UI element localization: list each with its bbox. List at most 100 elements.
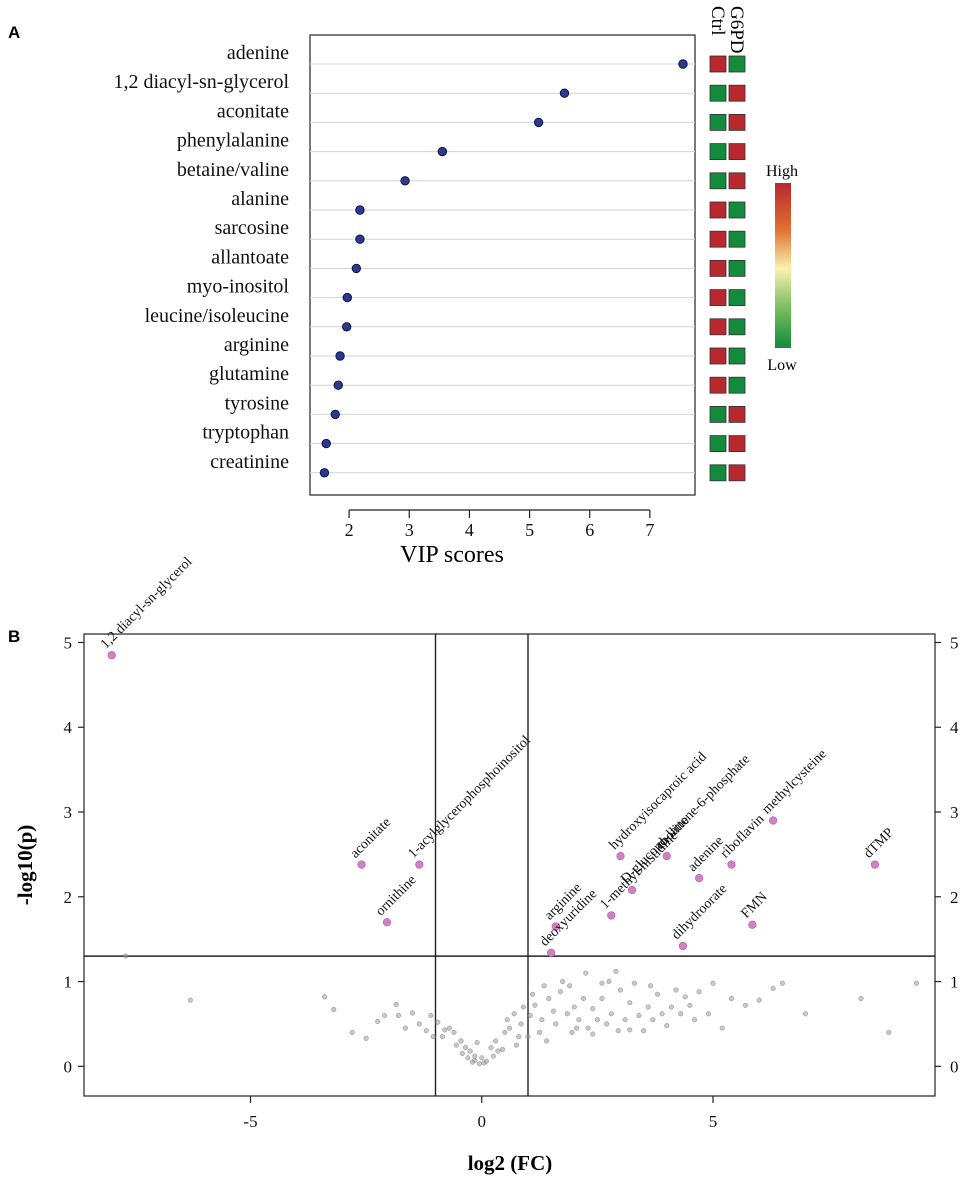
nonsignificant-point [631, 980, 637, 986]
nonsignificant-point [502, 1029, 508, 1035]
heatmap-cell-ctrl-leucine-isoleucine [709, 318, 727, 336]
nonsignificant-point [465, 1055, 471, 1061]
significant-point-methylcysteine [769, 816, 778, 825]
nonsignificant-point [393, 1001, 399, 1007]
nonsignificant-point [539, 1017, 545, 1023]
heatmap-cell-g6pd-myo-inositol [728, 289, 746, 307]
heatmap-cell-g6pd-phenylalanine [728, 143, 746, 161]
nonsignificant-point [574, 1025, 580, 1031]
nonsignificant-point [416, 1021, 422, 1027]
nonsignificant-point [710, 980, 716, 986]
nonsignificant-point [474, 1040, 480, 1046]
nonsignificant-point [439, 1034, 445, 1040]
metabolite-label-creatinine: creatinine [210, 451, 289, 473]
nonsignificant-point [402, 1025, 408, 1031]
nonsignificant-point [500, 1046, 506, 1052]
significant-label-riboflavin: riboflavin [718, 812, 768, 862]
nonsignificant-point [435, 1019, 441, 1025]
significant-point-adenine [695, 874, 704, 883]
heatmap-cell-ctrl-arginine [709, 347, 727, 365]
metabolite-label-arginine: arginine [224, 334, 289, 356]
nonsignificant-point [803, 1011, 809, 1017]
nonsignificant-point [476, 1061, 482, 1067]
heatmap-cell-ctrl-phenylalanine [709, 143, 727, 161]
metabolite-label-tryptophan: tryptophan [202, 422, 289, 444]
volcano-y-tick-label-right: 3 [950, 803, 959, 822]
nonsignificant-point [886, 1029, 892, 1035]
nonsignificant-point [430, 1034, 436, 1040]
nonsignificant-point [585, 1025, 591, 1031]
vip-dot-arginine [335, 351, 345, 361]
significant-label-1-acylglycerophosphoinositol: 1-acylglycerophosphoinositol [406, 733, 534, 861]
heatmap-cell-g6pd-betaine-valine [728, 172, 746, 190]
nonsignificant-point [590, 1006, 596, 1012]
volcano-x-tick-label: -5 [243, 1112, 257, 1131]
significant-label-dtmp: dTMP [861, 825, 897, 861]
nonsignificant-point [705, 1011, 711, 1017]
nonsignificant-point [483, 1058, 489, 1064]
vip-dot-glutamine [333, 380, 343, 390]
significant-point-1-2-diacyl-sn-glycerol [107, 651, 116, 660]
heatmap-cell-g6pd-alanine [728, 201, 746, 219]
nonsignificant-point [541, 983, 547, 989]
nonsignificant-point [532, 1002, 538, 1008]
vip-x-tick-label-2: 2 [345, 520, 354, 540]
vip-dot-myo-inositol [342, 292, 352, 303]
heatmap-cell-ctrl-alanine [709, 201, 727, 219]
significant-point-ornithine [382, 918, 392, 927]
nonsignificant-point [581, 996, 587, 1002]
heatmap-cell-g6pd-tyrosine [728, 405, 746, 423]
metabolite-label-leucine-isoleucine: leucine/isoleucine [145, 305, 290, 327]
heatmap-cell-g6pd-glutamine [728, 376, 746, 394]
volcano-y-tick-label-left: 2 [64, 888, 73, 907]
nonsignificant-point [504, 1017, 510, 1023]
volcano-x-axis-title: log2 (FC) [468, 1151, 553, 1175]
nonsignificant-point [618, 987, 624, 993]
nonsignificant-point [331, 1007, 337, 1013]
nonsignificant-point [655, 991, 661, 997]
significant-point-dtmp [870, 860, 879, 869]
heatmap-cell-ctrl-aconitate [709, 114, 727, 131]
nonsignificant-point [453, 1042, 459, 1048]
nonsignificant-point [363, 1035, 369, 1041]
volcano-y-tick-label-right: 0 [950, 1057, 959, 1076]
panel-a: A adenine 1,2 diacyl-sn-glycerol aconitate… [8, 6, 798, 568]
nonsignificant-point [530, 991, 536, 997]
vip-x-axis-title: VIP scores [400, 542, 504, 568]
vip-dot-aconitate [533, 117, 544, 128]
metabolite-label-adenine: adenine [227, 42, 289, 64]
nonsignificant-point [409, 1010, 415, 1016]
significant-point-hydroxyisocaproic-acid [616, 851, 625, 861]
volcano-y-tick-label-right: 2 [950, 888, 959, 907]
nonsignificant-point [544, 1038, 550, 1044]
significant-point-deoxyuridine [547, 948, 556, 957]
heatmap-header-ctrl: Ctrl [707, 6, 728, 36]
nonsignificant-point [349, 1029, 355, 1035]
metabolite-label-1-2-diacyl-sn-glycerol: 1,2 diacyl-sn-glycerol [114, 71, 290, 93]
nonsignificant-point [742, 1002, 748, 1008]
panel-a-label: A [8, 23, 20, 42]
nonsignificant-point [557, 989, 563, 995]
heatmap-cell-g6pd-allantoate [728, 259, 746, 277]
nonsignificant-point [645, 1004, 651, 1010]
volcano-x-tick-label: 0 [478, 1112, 487, 1131]
nonsignificant-point [641, 1028, 647, 1034]
metabolite-label-tyrosine: tyrosine [225, 392, 290, 414]
vip-dot-creatinine [319, 468, 330, 478]
nonsignificant-point [550, 1008, 556, 1014]
metabolite-label-glutamine: glutamine [209, 363, 289, 385]
vip-dot-alanine [355, 205, 365, 215]
heatmap-cell-g6pd-aconitate [728, 114, 746, 131]
nonsignificant-point [571, 1004, 577, 1010]
significant-label-methylcysteine: methylcysteine [759, 747, 830, 818]
significant-point-fmn [748, 920, 757, 929]
nonsignificant-point [567, 983, 573, 989]
panel-b: B 1,2 diacyl-sn-glycerol aconitate 1-acylg… [8, 554, 959, 1175]
volcano-y-tick-label-left: 0 [64, 1057, 73, 1076]
nonsignificant-point [673, 987, 679, 993]
nonsignificant-point [564, 1011, 570, 1017]
vip-dot-leucine-isoleucine [341, 322, 352, 332]
vip-dot-1-2-diacyl-sn-glycerol [559, 88, 570, 98]
nonsignificant-point [599, 996, 605, 1002]
heatmap-cell-ctrl-adenine [709, 55, 727, 73]
